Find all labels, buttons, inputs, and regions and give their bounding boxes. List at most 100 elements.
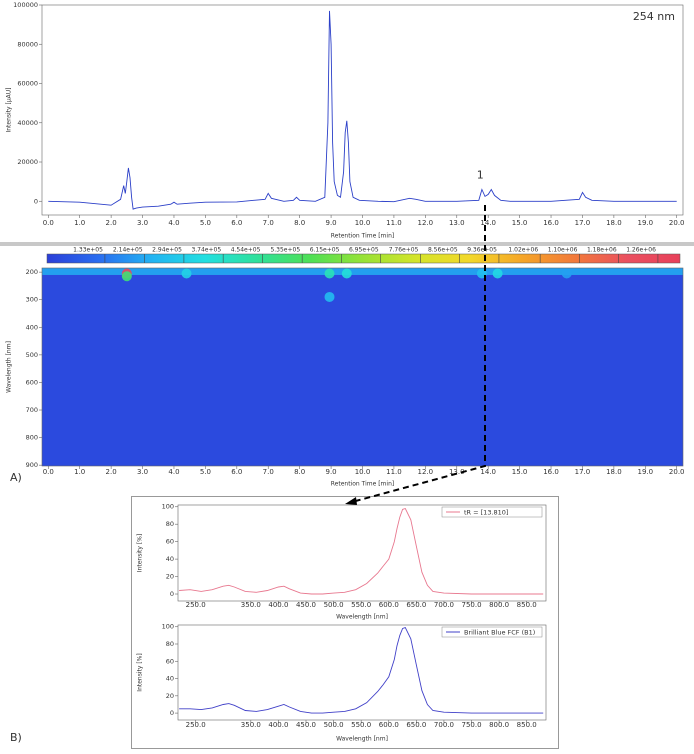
x-tick-label: 17.0 — [575, 468, 591, 476]
legend-box — [441, 626, 543, 638]
y-axis-title: Intensity [%] — [137, 653, 144, 691]
y-tick-label: 0 — [34, 197, 38, 205]
y-tick-label: 20 — [166, 692, 174, 700]
legend-label: Brilliant Blue FCF (B1) — [464, 629, 535, 637]
x-tick-label: 2.0 — [106, 468, 117, 476]
x-tick-label: 450.0 — [296, 601, 316, 609]
x-tick-label: 600.0 — [379, 721, 399, 729]
x-tick-label: 500.0 — [324, 601, 344, 609]
y-axis-title: Intensity [µAU] — [6, 87, 13, 132]
x-tick-label: 400.0 — [268, 721, 288, 729]
heatmap-spot — [492, 268, 503, 279]
colorbar — [46, 253, 681, 264]
colorbar-tick-label: 1.10e+06 — [548, 247, 578, 254]
colorbar-tick-label: 2.94e+05 — [152, 247, 182, 254]
x-axis-title: Wavelength [nm] — [336, 736, 388, 743]
x-tick-label: 9.0 — [326, 468, 337, 476]
x-tick-label: 800.0 — [489, 721, 509, 729]
colorbar-tick-label: 3.74e+05 — [191, 247, 221, 254]
x-tick-label: 550.0 — [351, 721, 371, 729]
y-tick-label: 600 — [26, 378, 38, 386]
x-tick-label: 650.0 — [406, 601, 426, 609]
x-tick-label: 15.0 — [512, 468, 528, 476]
y-tick-label: 100 — [162, 503, 174, 511]
x-tick-label: 17.0 — [575, 219, 591, 227]
x-tick-label: 8.0 — [294, 468, 305, 476]
y-axis-title: Intensity [%] — [137, 534, 144, 572]
y-tick-label: 100 — [162, 623, 174, 631]
x-tick-label: 250.0 — [186, 601, 206, 609]
x-tick-label: 1.0 — [74, 468, 85, 476]
x-tick-label: 350.0 — [241, 721, 261, 729]
heatmap-background — [42, 268, 683, 466]
x-tick-label: 18.0 — [606, 219, 622, 227]
x-tick-label: 8.0 — [294, 219, 305, 227]
y-tick-label: 400 — [26, 323, 38, 331]
link-arrowhead — [345, 497, 357, 505]
y-tick-label: 40 — [166, 675, 174, 683]
x-tick-label: 13.0 — [449, 219, 465, 227]
plot-area — [48, 10, 677, 210]
x-tick-label: 19.0 — [637, 468, 653, 476]
x-tick-label: 14.0 — [480, 468, 496, 476]
x-tick-label: 600.0 — [379, 601, 399, 609]
x-tick-label: 12.0 — [418, 219, 434, 227]
x-tick-label: 350.0 — [241, 601, 261, 609]
y-tick-label: 60 — [166, 538, 174, 546]
axes-frame — [177, 504, 547, 602]
x-tick-label: 13.0 — [449, 468, 465, 476]
y-tick-label: 300 — [26, 296, 38, 304]
plot-area — [42, 268, 683, 466]
x-tick-label: 750.0 — [461, 721, 481, 729]
y-axis-title: Wavelength [nm] — [6, 341, 13, 393]
series-line — [179, 627, 544, 714]
x-tick-label: 16.0 — [543, 219, 559, 227]
heatmap-spot — [121, 271, 132, 282]
y-tick-label: 20 — [166, 573, 174, 581]
plot-area — [179, 507, 544, 595]
colorbar-tick-label: 1.18e+06 — [587, 247, 617, 254]
x-tick-label: 450.0 — [296, 721, 316, 729]
y-tick-label: 80 — [166, 640, 174, 648]
x-tick-label: 250.0 — [186, 721, 206, 729]
series-line — [179, 507, 544, 595]
heatmap-spot — [324, 268, 335, 279]
series-line — [48, 10, 677, 210]
x-tick-label: 3.0 — [137, 468, 148, 476]
x-tick-label: 19.0 — [637, 219, 653, 227]
colorbar-tick-label: 7.76e+05 — [389, 247, 419, 254]
plot-area — [179, 627, 544, 714]
y-tick-label: 0 — [170, 590, 174, 598]
x-tick-label: 9.0 — [326, 219, 337, 227]
link-line — [351, 205, 486, 503]
y-tick-label: 80 — [166, 520, 174, 528]
y-tick-label: 40000 — [17, 119, 38, 127]
x-tick-label: 650.0 — [406, 721, 426, 729]
colorbar-tick-label: 1.02e+06 — [508, 247, 538, 254]
legend-box — [441, 506, 543, 518]
x-tick-label: 700.0 — [434, 601, 454, 609]
x-tick-label: 6.0 — [231, 219, 242, 227]
x-tick-label: 500.0 — [324, 721, 344, 729]
x-tick-label: 12.0 — [418, 468, 434, 476]
heatmap-spot — [561, 268, 572, 279]
x-tick-label: 550.0 — [351, 601, 371, 609]
x-tick-label: 11.0 — [386, 219, 402, 227]
y-tick-label: 700 — [26, 406, 38, 414]
colorbar-tick-label: 1.26e+06 — [626, 247, 656, 254]
y-tick-label: 0 — [170, 709, 174, 717]
annotation: 254 nm — [633, 10, 675, 23]
colorbar-tick-label: 6.95e+05 — [349, 247, 379, 254]
x-tick-label: 750.0 — [461, 601, 481, 609]
x-tick-label: 850.0 — [517, 601, 537, 609]
y-tick-label: 80000 — [17, 40, 38, 48]
colorbar-tick-label: 5.35e+05 — [270, 247, 300, 254]
separator — [0, 242, 694, 246]
colorbar-tick-label: 9.36e+05 — [467, 247, 497, 254]
x-axis-title: Retention Time [min] — [331, 481, 394, 488]
peak-label: 1 — [477, 169, 484, 182]
y-tick-label: 60 — [166, 657, 174, 665]
colorbar-tick-label: 8.56e+05 — [428, 247, 458, 254]
x-tick-label: 400.0 — [268, 601, 288, 609]
